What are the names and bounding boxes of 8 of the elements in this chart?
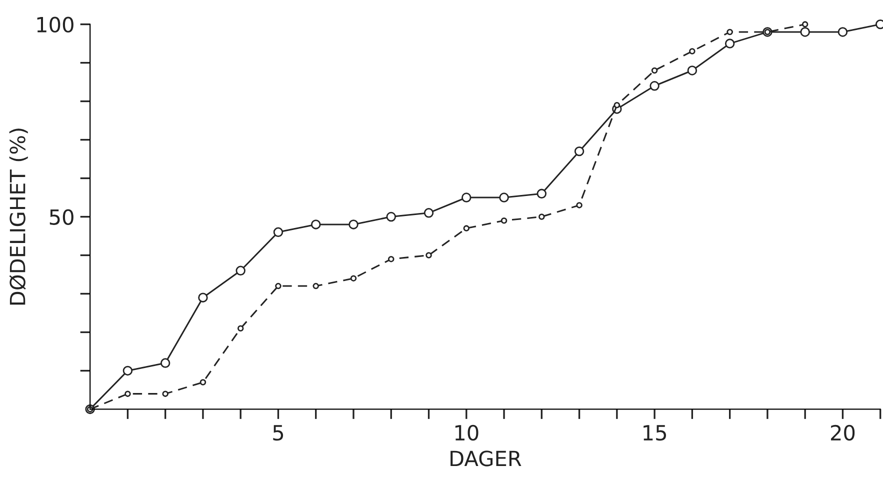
y-tick-label: 100 — [37, 16, 74, 33]
x-tick-label: 10 — [455, 424, 478, 441]
x-tick-label: 20 — [830, 424, 855, 441]
x-tick-label: 5 — [273, 425, 284, 441]
x-tick-label: 15 — [644, 425, 666, 441]
y-axis-title: DØDELIGHET (%) — [9, 128, 28, 305]
y-tick-label: 50 — [50, 209, 74, 225]
x-axis-title: DAGER — [450, 450, 522, 466]
